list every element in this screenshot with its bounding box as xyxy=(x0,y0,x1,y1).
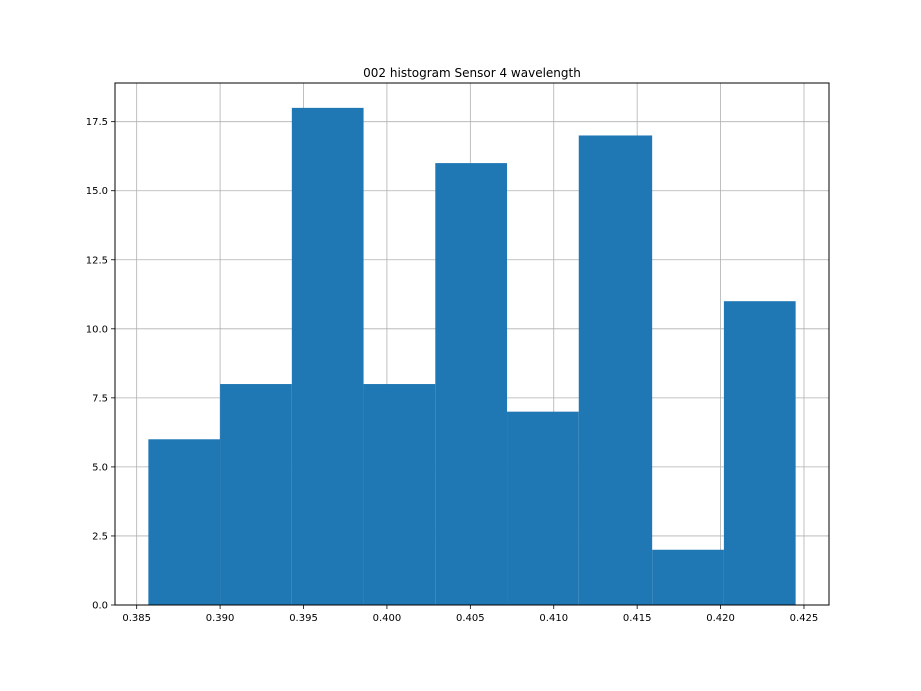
x-tick-label: 0.400 xyxy=(373,613,402,624)
bars xyxy=(148,107,796,605)
y-tick-label: 10.0 xyxy=(86,324,108,335)
y-tick-label: 5.0 xyxy=(92,462,108,473)
y-tick-label: 12.5 xyxy=(86,255,108,266)
x-tick-label: 0.390 xyxy=(206,613,235,624)
x-tick-label: 0.415 xyxy=(623,613,652,624)
x-tick-label: 0.410 xyxy=(539,613,568,624)
x-tick-label: 0.425 xyxy=(790,613,819,624)
y-tick-label: 0.0 xyxy=(92,601,108,612)
y-tick-label: 17.5 xyxy=(86,117,108,128)
histogram-bar xyxy=(363,384,436,605)
x-tick-label: 0.395 xyxy=(289,613,318,624)
y-tick-label: 15.0 xyxy=(86,186,108,197)
axes-frame xyxy=(114,82,830,606)
x-tick-label: 0.385 xyxy=(122,613,151,624)
histogram-bar xyxy=(148,439,221,605)
histogram-bar xyxy=(507,411,579,605)
x-tick-label: 0.405 xyxy=(456,613,485,624)
y-tick-label: 7.5 xyxy=(92,393,108,404)
histogram-bar xyxy=(652,549,724,605)
histogram-bar xyxy=(291,107,364,605)
histogram-bar xyxy=(723,301,796,605)
histogram-bar xyxy=(435,163,508,605)
histogram-bar xyxy=(578,135,653,605)
y-tick-label: 2.5 xyxy=(92,531,108,542)
chart-title: 002 histogram Sensor 4 wavelength xyxy=(363,66,581,80)
ticks: 0.385 0.390 0.395 0.400 0.405 0.410 0.415 0.420… xyxy=(86,117,819,624)
histogram-bar xyxy=(220,384,292,605)
x-tick-label: 0.420 xyxy=(706,613,735,624)
